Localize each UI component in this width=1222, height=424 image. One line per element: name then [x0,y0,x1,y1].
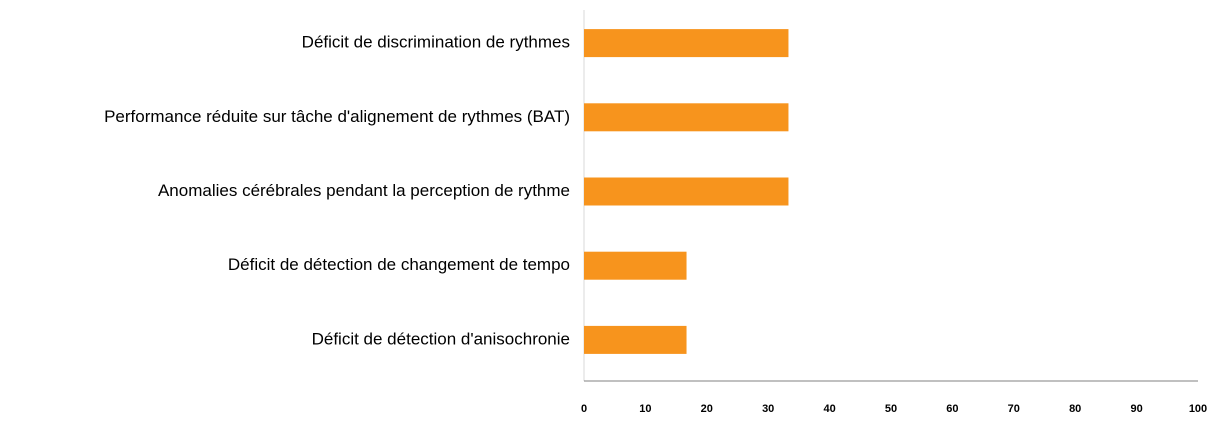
y-tick-label: Déficit de discrimination de rythmes [302,33,570,52]
x-tick-label: 100 [1189,403,1207,415]
y-tick-label: Déficit de détection de changement de te… [228,255,570,274]
y-tick-label: Performance réduite sur tâche d'aligneme… [104,107,570,126]
x-tick-label: 20 [701,403,713,415]
bar [584,29,789,58]
x-tick-label: 40 [823,403,835,415]
x-tick-label: 0 [581,403,587,415]
x-tick-label: 80 [1069,403,1081,415]
bar [584,325,687,354]
y-tick-label: Déficit de détection d'anisochronie [312,329,570,348]
bar [584,251,687,280]
x-tick-label: 50 [885,403,897,415]
x-tick-label: 90 [1130,403,1142,415]
x-tick-label: 70 [1008,403,1020,415]
x-tick-label: 10 [639,403,651,415]
bar [584,103,789,132]
y-tick-label: Anomalies cérébrales pendant la percepti… [158,181,570,200]
x-tick-label: 60 [946,403,958,415]
x-tick-label: 30 [762,403,774,415]
bar [584,177,789,206]
